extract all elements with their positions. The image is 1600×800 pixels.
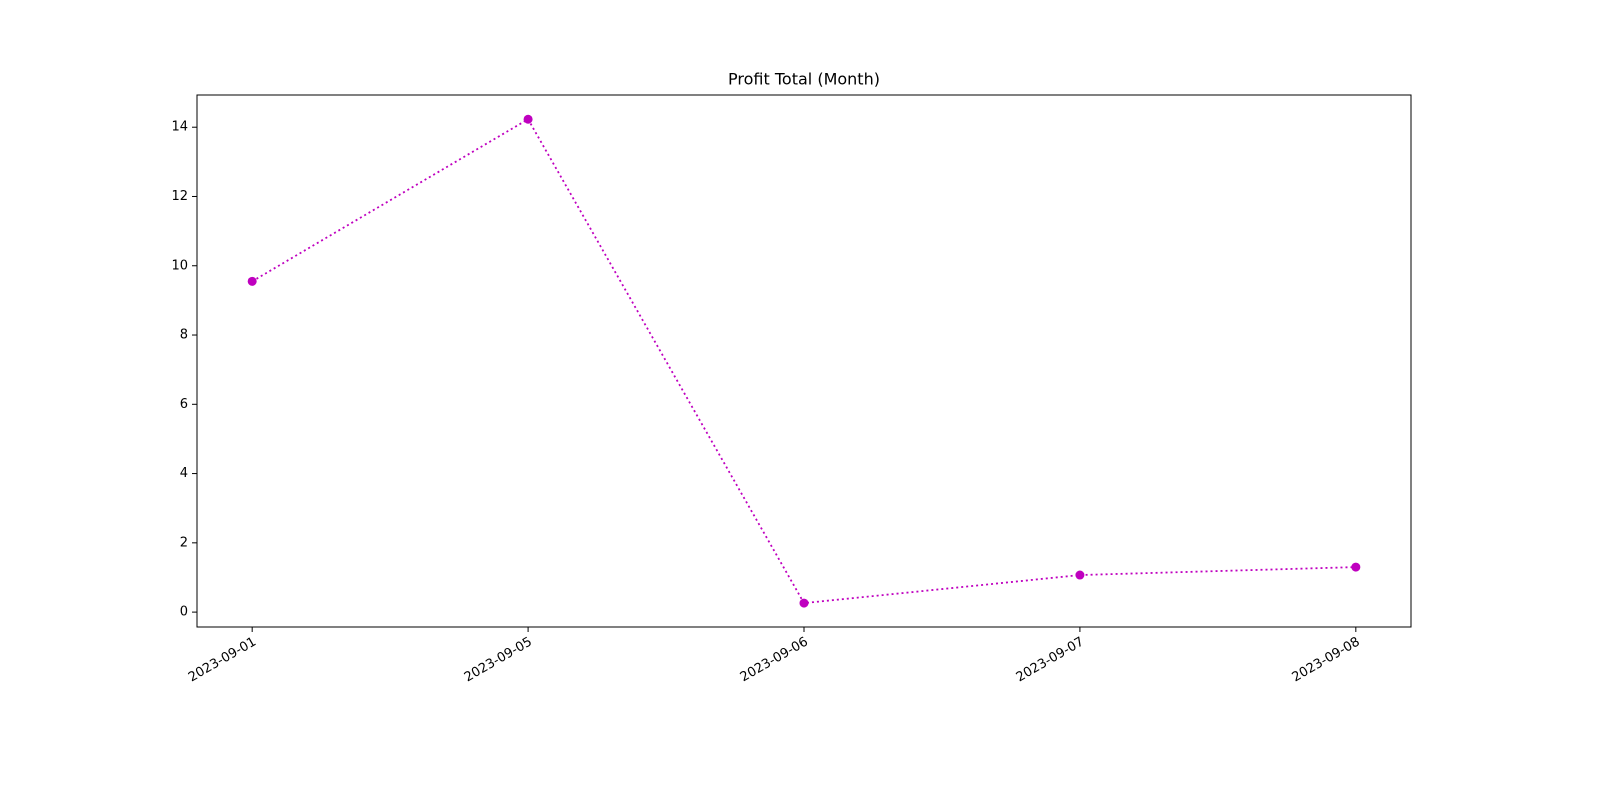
y-tick-label: 2 [180,535,188,550]
y-tick-label: 0 [180,605,188,620]
data-point [1075,570,1085,580]
y-tick-label: 14 [171,120,188,135]
data-point [799,598,809,608]
data-point [523,114,533,124]
y-tick-label: 12 [171,189,188,204]
y-tick-label: 10 [171,258,188,273]
y-tick-label: 6 [180,397,188,412]
data-point [247,276,257,286]
chart-title: Profit Total (Month) [728,70,880,89]
y-tick-label: 8 [180,328,188,343]
y-tick-label: 4 [180,466,188,481]
data-point [1351,562,1361,572]
